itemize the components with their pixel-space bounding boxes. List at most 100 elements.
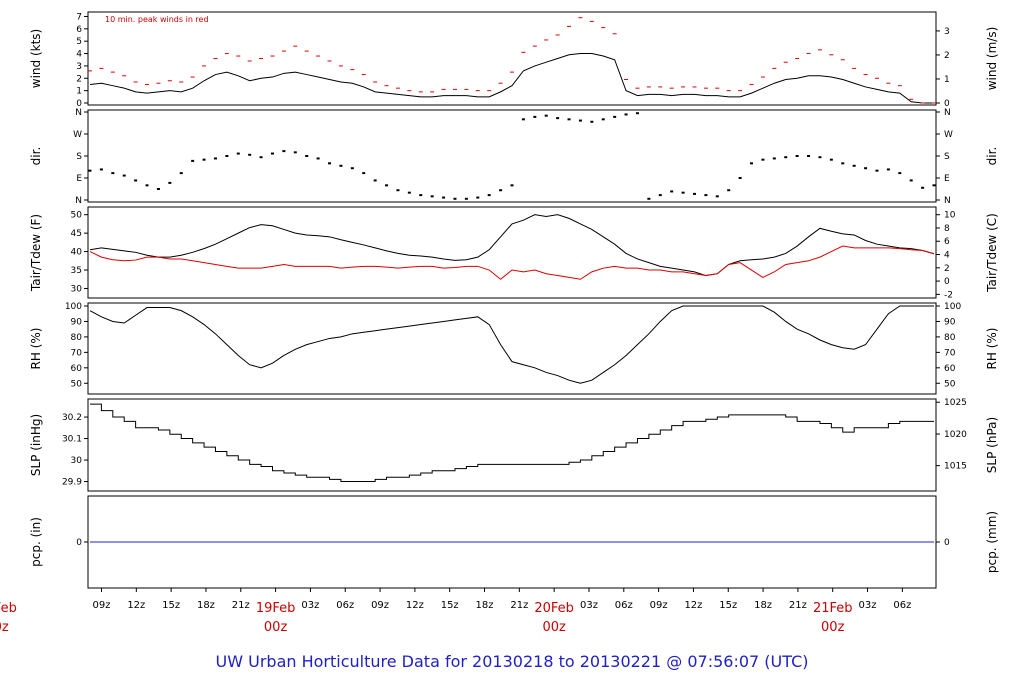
day-label: 20Feb: [534, 601, 574, 616]
direction-point: [396, 189, 400, 192]
panel-frame: [87, 302, 937, 395]
left-tick-label: 100: [65, 302, 82, 312]
direction-point: [111, 172, 115, 175]
direction-point: [248, 153, 252, 156]
left-axis-label: RH (%): [29, 328, 43, 370]
series-line: [89, 53, 934, 104]
left-tick-label: W: [73, 130, 82, 140]
direction-point: [864, 167, 868, 170]
direction-point: [852, 164, 856, 167]
right-tick-label: 4: [944, 251, 950, 261]
right-tick-label: 6: [944, 237, 950, 247]
direction-point: [715, 195, 719, 198]
direction-point: [738, 177, 742, 179]
direction-point: [305, 155, 309, 157]
right-tick-label: 2: [944, 51, 950, 61]
x-tick-label: 12z: [684, 600, 702, 611]
right-tick-label: 100: [944, 302, 961, 312]
day-label: 21Feb: [813, 601, 853, 616]
left-tick-label: 5: [76, 37, 82, 47]
left-tick-label: 60: [71, 364, 83, 374]
right-axis-label: SLP (hPa): [985, 417, 999, 473]
left-tick-label: 0: [76, 538, 82, 548]
direction-point: [921, 186, 925, 189]
panel-3: 50 60 70 80 90 100 50 60 70 80 90 100 RH (%) RH (%): [29, 302, 999, 395]
x-tick-label: 15z: [719, 600, 737, 611]
left-tick-label: 90: [71, 317, 83, 327]
direction-point: [419, 194, 423, 197]
left-axis-label: dir.: [29, 147, 43, 166]
right-axis-label: pcp. (mm): [985, 511, 999, 573]
x-tick-label: 03z: [859, 600, 877, 611]
left-tick-label: 30.2: [62, 413, 82, 423]
x-tick-label: 06z: [615, 600, 633, 611]
direction-point: [750, 162, 754, 165]
direction-point: [727, 189, 731, 192]
direction-point: [464, 197, 468, 200]
direction-point: [590, 120, 594, 123]
direction-point: [875, 169, 879, 172]
direction-point: [339, 164, 343, 167]
direction-point: [647, 197, 651, 200]
right-axis-label: RH (%): [985, 328, 999, 370]
direction-point: [635, 112, 639, 115]
x-tick-label: 15z: [162, 600, 180, 611]
left-tick-label: 50: [71, 379, 83, 389]
x-tick-label: 03z: [580, 600, 598, 611]
direction-point: [613, 115, 617, 118]
direction-point: [909, 179, 913, 182]
left-tick-label: E: [76, 174, 82, 184]
right-tick-label: 1015: [944, 462, 967, 472]
direction-point: [670, 190, 674, 193]
x-tick-label: 12z: [406, 600, 424, 611]
x-tick-label: 09z: [650, 600, 668, 611]
direction-point: [681, 191, 685, 194]
direction-point: [476, 196, 480, 199]
x-tick-label: 21z: [232, 600, 250, 611]
direction-point: [761, 158, 765, 161]
direction-point: [829, 158, 833, 161]
panel-frame: [87, 11, 937, 106]
direction-point: [499, 189, 503, 192]
left-tick-label: 0: [76, 99, 82, 109]
direction-point: [510, 184, 514, 187]
direction-point: [886, 168, 890, 171]
direction-point: [179, 172, 183, 175]
left-axis-label: wind (kts): [29, 29, 43, 88]
right-tick-label: S: [944, 152, 950, 162]
right-tick-label: 50: [944, 379, 956, 389]
right-tick-label: 0: [944, 277, 950, 287]
left-tick-label: 30: [71, 456, 83, 466]
right-axis-label: dir.: [985, 147, 999, 166]
left-tick-label: 2: [76, 74, 82, 84]
x-tick-label: 18z: [476, 600, 494, 611]
direction-point: [202, 158, 206, 161]
right-tick-label: E: [944, 174, 950, 184]
direction-point: [567, 118, 571, 121]
panel-5: 0 0 pcp. (in) pcp. (mm): [29, 495, 999, 589]
left-tick-label: 80: [71, 333, 83, 343]
right-tick-label: 10: [944, 211, 956, 221]
x-tick-label: 18z: [754, 600, 772, 611]
direction-point: [134, 179, 138, 182]
x-tick-label: 06z: [336, 600, 354, 611]
series-line: [89, 305, 934, 384]
direction-point: [145, 184, 149, 187]
direction-point: [328, 162, 332, 165]
pressure-line: [90, 403, 934, 483]
x-axis: 09z 12z 15z 18z 21z 03z 06z 09z 12z 15z 18z 21z 03z 0…: [0, 588, 911, 635]
direction-point: [521, 118, 525, 121]
panel-2: 30 35 40 45 50 -2 0 2 4 6 8 10 Tair/Tdew (F) Tair/Tde…: [29, 206, 999, 300]
x-tick-label: 18z: [197, 600, 215, 611]
direction-point: [692, 192, 696, 195]
right-tick-label: N: [944, 108, 951, 118]
panel-frame: [87, 206, 937, 299]
left-tick-label: 7: [76, 12, 82, 22]
panel-4: 29.9 30 30.1 30.2 1015 1020 1025 SLP (inHg) SLP …: [29, 398, 999, 492]
x-tick-label: 06z: [893, 600, 911, 611]
direction-point: [259, 156, 263, 159]
left-tick-label: 30.1: [62, 435, 82, 445]
